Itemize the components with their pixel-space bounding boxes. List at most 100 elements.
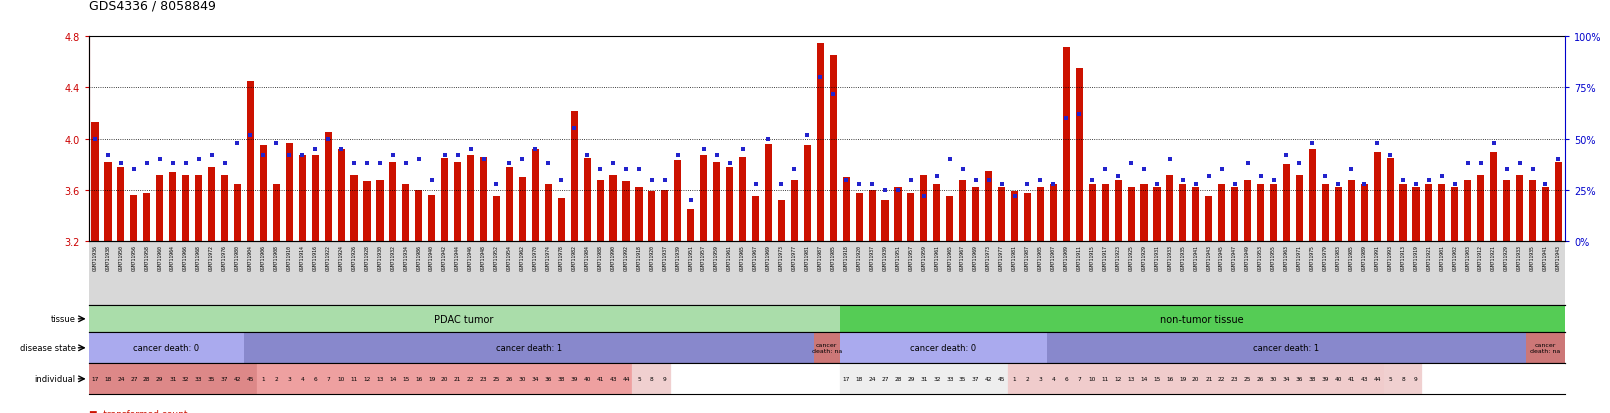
Text: 15: 15 <box>402 376 409 382</box>
Text: cancer death: 0: cancer death: 0 <box>910 344 976 352</box>
Text: 31: 31 <box>169 376 177 382</box>
Text: GSM711935: GSM711935 <box>1180 245 1185 271</box>
Text: GSM711944: GSM711944 <box>456 245 460 271</box>
Text: GSM711984: GSM711984 <box>584 245 589 271</box>
Text: GSM711931: GSM711931 <box>1154 245 1159 271</box>
Text: GSM711973: GSM711973 <box>985 245 992 271</box>
Bar <box>840 332 1046 363</box>
Bar <box>1491 152 1497 242</box>
Text: 14: 14 <box>390 376 396 382</box>
Bar <box>377 180 383 242</box>
Text: 20: 20 <box>441 376 449 382</box>
Text: 37: 37 <box>221 376 229 382</box>
Text: GSM711947: GSM711947 <box>1232 245 1236 271</box>
Text: 19: 19 <box>428 376 435 382</box>
Bar <box>285 143 293 242</box>
Text: 24: 24 <box>118 376 124 382</box>
Text: cancer death: 0: cancer death: 0 <box>134 344 200 352</box>
Bar <box>956 363 969 394</box>
Bar <box>610 175 617 242</box>
Bar <box>713 162 720 242</box>
Text: GSM711963: GSM711963 <box>1285 245 1290 271</box>
Text: GSM711928: GSM711928 <box>364 245 369 271</box>
Bar <box>351 175 357 242</box>
Bar <box>309 363 322 394</box>
Text: individual: individual <box>34 375 76 383</box>
Text: ■  transformed count: ■ transformed count <box>89 409 187 413</box>
Text: 16: 16 <box>415 376 422 382</box>
Bar <box>361 363 374 394</box>
Bar <box>374 363 386 394</box>
Text: GSM711954: GSM711954 <box>507 245 512 271</box>
Text: GSM711950: GSM711950 <box>119 245 124 271</box>
Bar <box>143 193 150 242</box>
Text: PDAC tumor: PDAC tumor <box>435 314 494 324</box>
Text: 36: 36 <box>544 376 552 382</box>
Text: 27: 27 <box>881 376 889 382</box>
Text: 23: 23 <box>1232 376 1238 382</box>
Text: GSM711981: GSM711981 <box>805 245 810 271</box>
Text: 36: 36 <box>1296 376 1302 382</box>
Text: GSM711919: GSM711919 <box>1414 245 1418 271</box>
Bar <box>1396 363 1409 394</box>
Bar <box>1151 363 1164 394</box>
Bar <box>1008 363 1021 394</box>
Text: GSM711969: GSM711969 <box>972 245 979 271</box>
Bar <box>1370 363 1383 394</box>
Text: GDS4336 / 8058849: GDS4336 / 8058849 <box>89 0 216 12</box>
Bar <box>1280 363 1293 394</box>
Bar <box>947 197 953 242</box>
Bar <box>114 363 127 394</box>
Bar <box>1101 184 1109 242</box>
Text: GSM711952: GSM711952 <box>494 245 499 271</box>
Bar <box>1153 188 1161 242</box>
Bar <box>881 201 889 242</box>
Text: 18: 18 <box>855 376 863 382</box>
Bar <box>636 188 642 242</box>
Bar <box>166 363 179 394</box>
Bar <box>853 363 866 394</box>
Text: GSM711964: GSM711964 <box>171 245 175 271</box>
Bar <box>118 168 124 242</box>
Bar <box>1530 180 1536 242</box>
Text: 11: 11 <box>1101 376 1109 382</box>
Bar <box>1219 184 1225 242</box>
Text: GSM711949: GSM711949 <box>1245 245 1249 271</box>
Bar <box>934 184 940 242</box>
Text: GSM711972: GSM711972 <box>209 245 214 271</box>
Bar <box>1177 363 1190 394</box>
Bar <box>518 178 526 242</box>
Bar <box>739 157 745 242</box>
Bar <box>322 363 335 394</box>
Text: 38: 38 <box>557 376 565 382</box>
Text: GSM711932: GSM711932 <box>390 245 396 271</box>
Text: GSM711918: GSM711918 <box>636 245 641 271</box>
Text: 3: 3 <box>288 376 291 382</box>
Bar <box>960 180 966 242</box>
Bar <box>583 159 591 242</box>
Text: 12: 12 <box>1114 376 1122 382</box>
Text: GSM711941: GSM711941 <box>1193 245 1198 271</box>
Text: 29: 29 <box>156 376 164 382</box>
Text: GSM711905: GSM711905 <box>1038 245 1043 271</box>
Text: 21: 21 <box>1206 376 1212 382</box>
Text: GSM711993: GSM711993 <box>1388 245 1393 271</box>
Bar <box>531 150 539 242</box>
Text: GSM711908: GSM711908 <box>274 245 279 271</box>
Text: 40: 40 <box>583 376 591 382</box>
Text: GSM711901: GSM711901 <box>1439 245 1444 271</box>
Text: 30: 30 <box>1270 376 1277 382</box>
Bar <box>662 190 668 242</box>
Bar <box>192 363 204 394</box>
Text: 16: 16 <box>1166 376 1174 382</box>
Text: 39: 39 <box>1322 376 1330 382</box>
Bar <box>1166 175 1174 242</box>
Bar <box>1046 363 1059 394</box>
Bar <box>208 168 216 242</box>
Text: cancer
death: na: cancer death: na <box>1531 342 1560 354</box>
Bar <box>1348 180 1354 242</box>
Text: 25: 25 <box>493 376 501 382</box>
Text: GSM711943: GSM711943 <box>1555 245 1562 271</box>
Bar <box>1059 363 1072 394</box>
Bar <box>1203 363 1216 394</box>
